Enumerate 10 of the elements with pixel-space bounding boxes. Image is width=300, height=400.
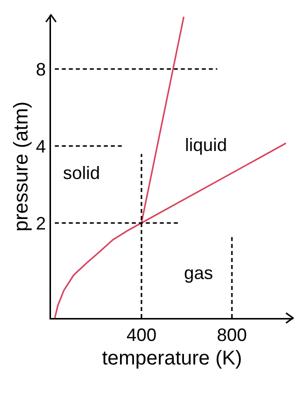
x-tick-label: 800 — [216, 325, 247, 346]
y-tick-label: 4 — [36, 136, 46, 156]
y-tick-label: 2 — [36, 213, 46, 234]
y-tick-label: 8 — [36, 59, 46, 80]
x-axis-title: temperature (K) — [102, 347, 242, 370]
y-axis-title: pressure (atm) — [10, 101, 33, 232]
annotation: solid — [63, 163, 100, 183]
annotation: gas — [184, 263, 214, 283]
x-tick-label: 400 — [126, 325, 156, 346]
annotation: liquid — [185, 135, 228, 155]
